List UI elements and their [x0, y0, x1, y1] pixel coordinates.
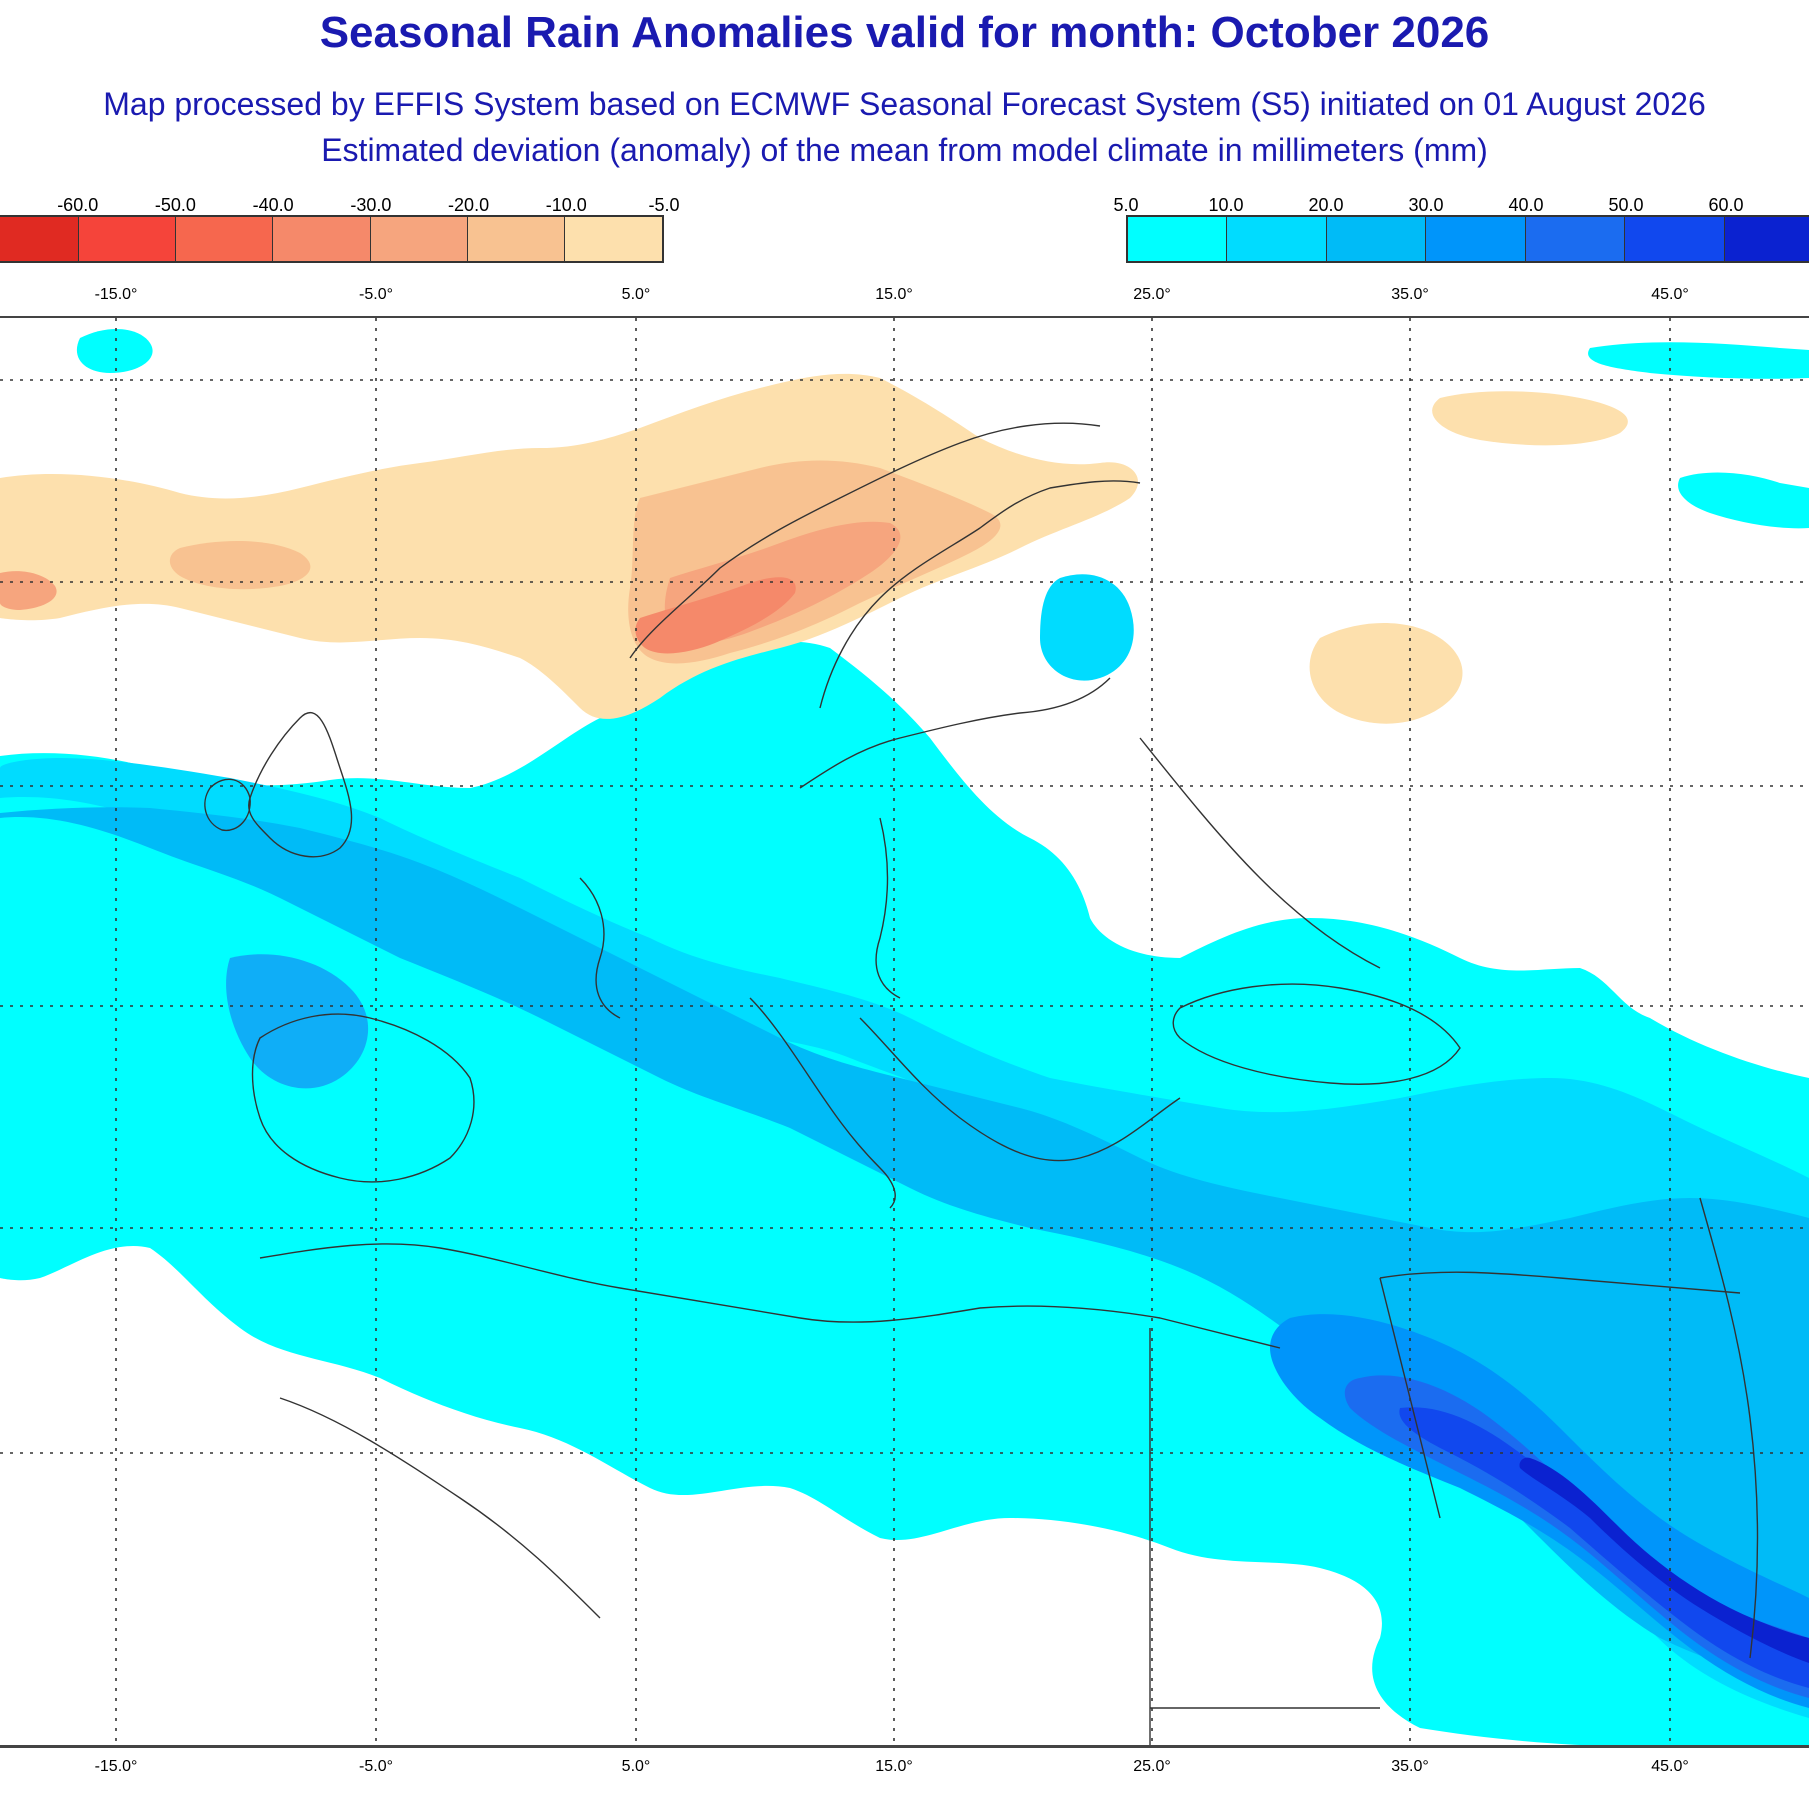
- legend-positive-swatch: [1426, 217, 1526, 261]
- map-frame-bottom: [0, 1745, 1809, 1748]
- longitude-label: 15.0°: [875, 1758, 913, 1775]
- legend-negative-label: -5.0: [648, 195, 680, 215]
- wet-area-50mm: [1399, 1407, 1809, 1688]
- longitude-label: 5.0°: [621, 286, 651, 303]
- wet-area-30mm-west: [226, 954, 369, 1089]
- longitude-label: 25.0°: [1133, 1758, 1171, 1775]
- legend-negative-swatch: [370, 217, 468, 261]
- legend-positive-label: 50.0: [1608, 195, 1644, 215]
- country-borders: [204, 422, 1759, 1746]
- legend-negative-swatch: [79, 217, 177, 261]
- precipitation-anomaly-map: [0, 318, 1809, 1746]
- legend-negative-label: -60.0: [57, 195, 99, 215]
- wet-area-arctic: [1588, 342, 1809, 379]
- legend-positive: 5.0 10.0 20.0 30.0 40.0 50.0 60.0: [1113, 195, 1809, 265]
- legend-negative-label: -10.0: [545, 195, 587, 215]
- map-subtitle-source: Map processed by EFFIS System based on E…: [103, 86, 1706, 122]
- legend-positive-label: 5.0: [1113, 195, 1139, 215]
- dry-area-northeast: [1432, 391, 1628, 446]
- longitude-label: 5.0°: [621, 1758, 651, 1775]
- legend-negative-label: -50.0: [154, 195, 196, 215]
- legend-negative-swatch: [564, 217, 662, 261]
- map-frame-top: [0, 316, 1809, 319]
- map-subtitle-units: Estimated deviation (anomaly) of the mea…: [321, 132, 1488, 168]
- legend-negative-label: -20.0: [448, 195, 490, 215]
- longitude-label: -15.0°: [94, 1758, 138, 1775]
- border-iraq-iran: [1699, 1197, 1759, 1659]
- wet-area-scandinavia: [1040, 574, 1134, 681]
- legend-positive-label: 20.0: [1308, 195, 1344, 215]
- longitude-label: 15.0°: [875, 286, 913, 303]
- legend-negative: -60.0 -50.0 -40.0 -30.0 -20.0 -10.0 -5.0: [0, 195, 680, 265]
- coastline-north-africa: [259, 1243, 1281, 1349]
- legend-negative-swatch: [467, 217, 565, 261]
- legend-negative-swatch: [273, 217, 371, 261]
- longitude-label: 45.0°: [1651, 286, 1689, 303]
- longitude-label: -5.0°: [359, 286, 393, 303]
- legend-positive-label: 40.0: [1508, 195, 1544, 215]
- longitude-label: -15.0°: [94, 286, 138, 303]
- legend-positive-swatch: [1326, 217, 1427, 261]
- wet-area-barents: [1678, 472, 1809, 529]
- coastline-levant: [1379, 1277, 1441, 1519]
- dry-anomaly-areas: [0, 373, 1628, 724]
- dry-area-west: [169, 541, 311, 590]
- legend-negative-swatch: [0, 217, 80, 261]
- dry-area-5mm: [0, 373, 1139, 719]
- legend-positive-swatch: [1227, 217, 1327, 261]
- legend-negative-label: -40.0: [252, 195, 294, 215]
- coastline-sweden-finland: [819, 480, 1141, 709]
- map-title: Seasonal Rain Anomalies valid for month:…: [319, 8, 1490, 57]
- coastline-italy: [749, 997, 896, 1209]
- coastline-baltic: [799, 677, 1111, 789]
- legend-positive-swatch: [1128, 217, 1228, 261]
- coastline-balkans: [859, 1017, 1181, 1162]
- coastline-british-isles: [248, 711, 353, 858]
- border-russia-ukraine: [1139, 737, 1381, 969]
- wet-area-60mm: [1519, 1457, 1809, 1663]
- dry-area-east: [1309, 623, 1463, 724]
- coastline-iberia: [251, 1013, 475, 1183]
- legend-positive-swatch: [1625, 217, 1725, 261]
- dry-area-30mm: [635, 577, 796, 654]
- graticule-lines: [0, 318, 1809, 1746]
- border-france-germany: [579, 877, 621, 1019]
- coastline-ireland: [204, 778, 251, 832]
- wet-area-20mm: [0, 807, 1809, 1688]
- legend-positive-label: 10.0: [1208, 195, 1244, 215]
- coastline-black-sea: [1172, 983, 1461, 1085]
- wet-anomaly-areas: [0, 328, 1809, 1746]
- wet-area-atlantic-north: [76, 328, 153, 373]
- longitude-label: -5.0°: [359, 1758, 393, 1775]
- longitude-label: 45.0°: [1651, 1758, 1689, 1775]
- legend-positive-swatch: [1724, 217, 1809, 261]
- dry-area-west-edge: [0, 571, 57, 610]
- coastline-norway: [629, 422, 1101, 659]
- border-turkey-syria: [1379, 1271, 1741, 1294]
- longitude-label: 35.0°: [1391, 1758, 1429, 1775]
- legend-positive-label: 30.0: [1408, 195, 1444, 215]
- legend-positive-swatch: [1525, 217, 1626, 261]
- longitude-label: 25.0°: [1133, 286, 1171, 303]
- legend-negative-swatch: [176, 217, 274, 261]
- border-north-africa-interior: [279, 1397, 601, 1619]
- longitude-label: 35.0°: [1391, 286, 1429, 303]
- border-germany-poland: [875, 817, 901, 999]
- legend-positive-label: 60.0: [1708, 195, 1744, 215]
- legend-negative-label: -30.0: [350, 195, 392, 215]
